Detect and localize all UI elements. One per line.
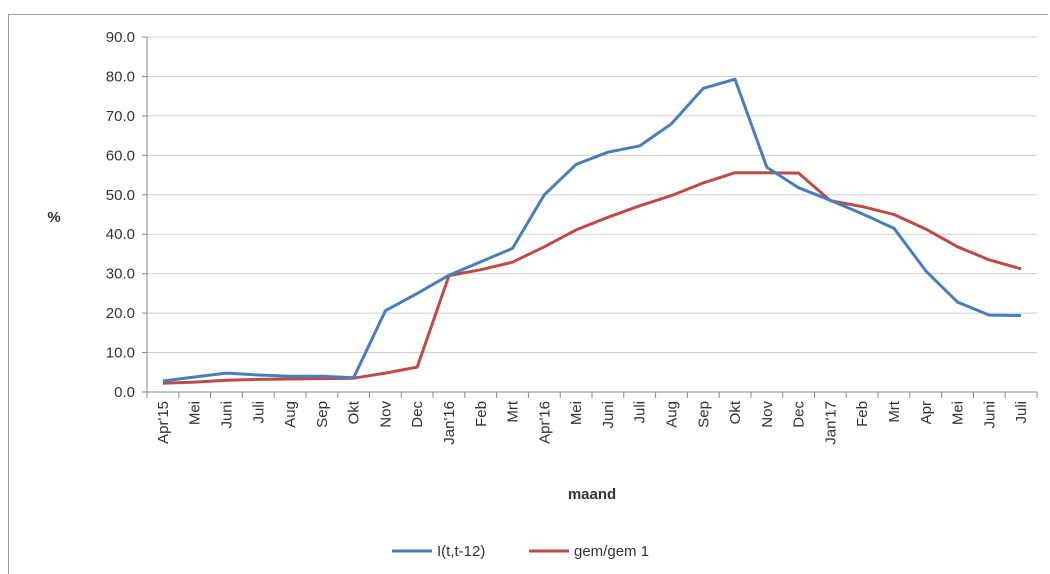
- gridlines: [147, 36, 1037, 354]
- x-tick-label: Feb: [473, 401, 490, 427]
- x-tick-label: Apr: [918, 401, 935, 424]
- series-line-2: [162, 171, 1022, 385]
- y-tick-label: 60.0: [106, 147, 135, 164]
- y-tick-label: 90.0: [106, 29, 135, 46]
- x-tick-label: Juni: [981, 401, 998, 429]
- y-axis-ticks: 0.0 10.0 20.0 30.0 40.0 50.0 60.0 70.0 80.0 90.0: [106, 29, 147, 401]
- x-tick-label: Nov: [377, 401, 394, 428]
- x-tick-label: Mrt: [505, 400, 522, 422]
- y-tick-label: 80.0: [106, 68, 135, 85]
- x-tick-label: Sep: [695, 401, 712, 428]
- series-line-1: [162, 77, 1022, 383]
- x-tick-label: Mei: [187, 401, 204, 425]
- x-tick-label: Mei: [950, 401, 967, 425]
- x-tick-label: Aug: [663, 401, 680, 428]
- x-tick-label: Jan'16: [441, 401, 458, 445]
- x-tick-label: Apr'16: [536, 401, 553, 444]
- legend-label-series-1: I(t,t-12): [437, 543, 485, 560]
- x-tick-label: Juli: [1013, 401, 1030, 424]
- x-tick-label: Mrt: [886, 400, 903, 422]
- axes: [146, 37, 1037, 393]
- y-tick-label: 70.0: [106, 108, 135, 125]
- x-tick-label: Dec: [791, 401, 808, 428]
- y-tick-label: 20.0: [106, 305, 135, 322]
- y-tick-label: 0.0: [114, 384, 135, 401]
- x-tick-label: Mei: [568, 401, 585, 425]
- legend: I(t,t-12) gem/gem 1: [392, 543, 649, 560]
- x-tick-label: Juni: [600, 401, 617, 429]
- x-tick-label: Dec: [409, 401, 426, 428]
- y-axis-label: %: [47, 209, 60, 226]
- y-tick-label: 30.0: [106, 266, 135, 283]
- x-tick-label: Okt: [346, 400, 363, 424]
- legend-label-series-2: gem/gem 1: [574, 543, 649, 560]
- y-tick-label: 40.0: [106, 226, 135, 243]
- y-tick-label: 10.0: [106, 345, 135, 362]
- y-tick-label: 50.0: [106, 187, 135, 204]
- x-tick-label: Sep: [314, 401, 331, 428]
- chart-frame: [8, 14, 1048, 574]
- x-tick-label: Jan'17: [822, 401, 839, 445]
- x-tick-label: Juli: [632, 401, 649, 424]
- x-tick-label: Juli: [250, 401, 267, 424]
- x-axis-ticks: Apr'15 Mei Juni Juli Aug Sep Okt Nov Dec Jan'16 Fe…: [146, 392, 1038, 445]
- x-axis-label: maand: [568, 486, 616, 503]
- x-tick-label: Aug: [282, 401, 299, 428]
- series-lines: [162, 77, 1022, 385]
- x-tick-label: Okt: [727, 400, 744, 424]
- x-tick-label: Feb: [854, 401, 871, 427]
- x-tick-label: Juni: [218, 401, 235, 429]
- x-tick-label: Apr'15: [155, 401, 172, 444]
- x-tick-label: Nov: [759, 401, 776, 428]
